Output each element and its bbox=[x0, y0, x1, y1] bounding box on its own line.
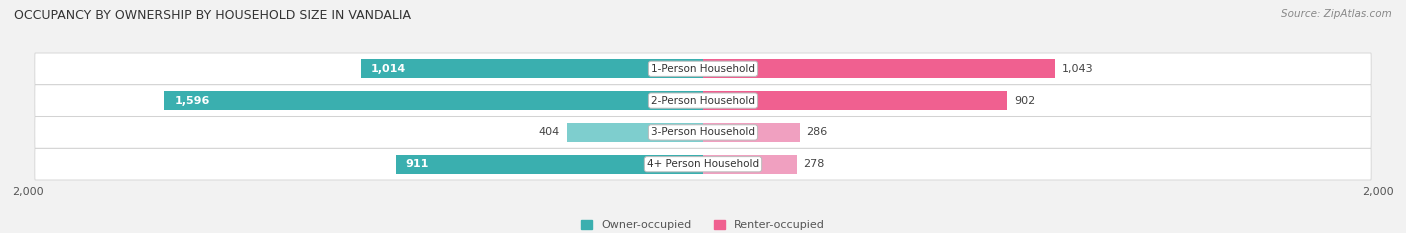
FancyBboxPatch shape bbox=[35, 53, 1371, 85]
Text: 278: 278 bbox=[804, 159, 825, 169]
Legend: Owner-occupied, Renter-occupied: Owner-occupied, Renter-occupied bbox=[576, 216, 830, 233]
Text: 1,014: 1,014 bbox=[371, 64, 406, 74]
Text: 286: 286 bbox=[806, 127, 828, 137]
Bar bbox=[703, 123, 800, 142]
Text: 911: 911 bbox=[406, 159, 429, 169]
FancyBboxPatch shape bbox=[35, 117, 1371, 148]
Text: 2-Person Household: 2-Person Household bbox=[651, 96, 755, 106]
Bar bbox=[703, 59, 1054, 78]
Text: 1,596: 1,596 bbox=[174, 96, 209, 106]
Text: 4+ Person Household: 4+ Person Household bbox=[647, 159, 759, 169]
Text: 1,043: 1,043 bbox=[1062, 64, 1094, 74]
FancyBboxPatch shape bbox=[35, 148, 1371, 180]
FancyBboxPatch shape bbox=[35, 85, 1371, 116]
Bar bbox=[703, 155, 797, 174]
Bar bbox=[395, 155, 703, 174]
Bar bbox=[567, 123, 703, 142]
Text: 404: 404 bbox=[538, 127, 560, 137]
Bar bbox=[361, 59, 703, 78]
Text: Source: ZipAtlas.com: Source: ZipAtlas.com bbox=[1281, 9, 1392, 19]
Bar bbox=[703, 91, 1007, 110]
Text: 3-Person Household: 3-Person Household bbox=[651, 127, 755, 137]
Text: 902: 902 bbox=[1014, 96, 1035, 106]
Text: 1-Person Household: 1-Person Household bbox=[651, 64, 755, 74]
Text: OCCUPANCY BY OWNERSHIP BY HOUSEHOLD SIZE IN VANDALIA: OCCUPANCY BY OWNERSHIP BY HOUSEHOLD SIZE… bbox=[14, 9, 411, 22]
Bar bbox=[165, 91, 703, 110]
